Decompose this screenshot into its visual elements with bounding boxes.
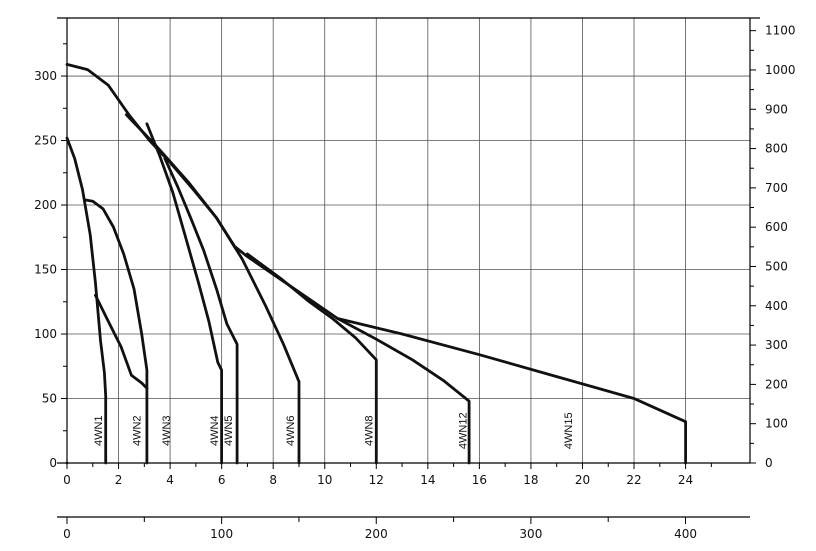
y2-tick-label: 1000 bbox=[765, 63, 796, 77]
x-tick-label: 18 bbox=[523, 473, 538, 487]
y-tick-label: 50 bbox=[42, 392, 57, 406]
x-tick-label: 6 bbox=[218, 473, 226, 487]
y2-tick-label: 900 bbox=[765, 102, 788, 116]
y2-tick-label: 100 bbox=[765, 417, 788, 431]
y2-tick-label: 400 bbox=[765, 299, 788, 313]
y2-tick-label: 800 bbox=[765, 142, 788, 156]
x-tick-label: 12 bbox=[369, 473, 384, 487]
y2-tick-label: 200 bbox=[765, 377, 788, 391]
y-tick-label: 250 bbox=[34, 134, 57, 148]
x-tick-label: 20 bbox=[575, 473, 590, 487]
y-tick-label: 300 bbox=[34, 69, 57, 83]
y-tick-label: 0 bbox=[49, 456, 57, 470]
x2-tick-label: 200 bbox=[365, 527, 388, 541]
y2-tick-label: 1100 bbox=[765, 24, 796, 38]
series-labels: 4WN1 4WN2 4WN3 4WN4 4WN5 4WN6 4WN8 4WN12 4WN15 bbox=[93, 412, 575, 449]
x-tick-label: 0 bbox=[63, 473, 71, 487]
curve-4wn5 bbox=[163, 157, 239, 465]
curve-4wn8 bbox=[245, 252, 378, 465]
ticks: 0 2 4 6 8 10 12 14 16 18 20 22 240501001502002503000… bbox=[34, 24, 795, 541]
y2-tick-label: 0 bbox=[765, 456, 773, 470]
x-tick-label: 14 bbox=[420, 473, 435, 487]
series-label-4wn6: 4WN6 bbox=[285, 415, 297, 446]
curve-4wn2 bbox=[83, 198, 149, 465]
y2-tick-label: 300 bbox=[765, 338, 788, 352]
series-label-4wn5: 4WN5 bbox=[223, 415, 235, 446]
x-tick-label: 22 bbox=[626, 473, 641, 487]
series-label-4wn3: 4WN3 bbox=[161, 415, 173, 446]
curve-4wn3 bbox=[94, 293, 149, 390]
curve-4wn15 bbox=[336, 317, 687, 465]
series-label-4wn8: 4WN8 bbox=[363, 415, 375, 446]
y-tick-label: 200 bbox=[34, 198, 57, 212]
series-label-4wn2: 4WN2 bbox=[131, 415, 143, 446]
x-tick-label: 2 bbox=[115, 473, 123, 487]
y-tick-label: 150 bbox=[34, 263, 57, 277]
grid bbox=[66, 18, 750, 464]
x2-tick-label: 0 bbox=[63, 527, 71, 541]
x-tick-label: 16 bbox=[472, 473, 487, 487]
y2-tick-label: 500 bbox=[765, 259, 788, 273]
x2-tick-label: 100 bbox=[210, 527, 233, 541]
curve-4wn12 bbox=[336, 317, 471, 465]
y2-tick-label: 700 bbox=[765, 181, 788, 195]
y-tick-label: 100 bbox=[34, 327, 57, 341]
series-label-4wn4: 4WN4 bbox=[209, 415, 221, 446]
series-label-4wn15: 4WN15 bbox=[563, 412, 575, 449]
x-tick-label: 10 bbox=[317, 473, 332, 487]
series-label-4wn1: 4WN1 bbox=[93, 415, 105, 446]
curves bbox=[65, 63, 687, 465]
curve-4wn1 bbox=[65, 136, 108, 465]
x-tick-label: 8 bbox=[269, 473, 277, 487]
series-label-4wn12: 4WN12 bbox=[457, 412, 469, 449]
x2-tick-label: 400 bbox=[674, 527, 697, 541]
curve-4wn4 bbox=[145, 122, 224, 465]
x-tick-label: 4 bbox=[166, 473, 174, 487]
x2-tick-label: 300 bbox=[519, 527, 542, 541]
y2-tick-label: 600 bbox=[765, 220, 788, 234]
curve-outer bbox=[65, 63, 340, 320]
x-tick-label: 24 bbox=[678, 473, 693, 487]
